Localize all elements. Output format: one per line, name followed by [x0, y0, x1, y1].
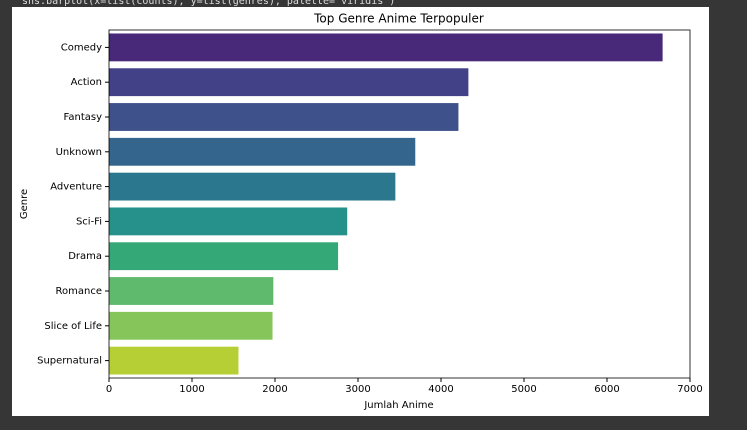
- y-tick-label: Adventure: [50, 182, 102, 193]
- code-line: sns.barplot(x=list(counts), y=list(genre…: [22, 0, 395, 7]
- bar: [109, 172, 396, 201]
- plot-frame: [108, 29, 691, 379]
- y-tick-label: Supernatural: [37, 356, 102, 367]
- y-tick-label: Unknown: [56, 147, 102, 158]
- bar: [109, 68, 469, 97]
- y-tick-label: Drama: [68, 251, 102, 262]
- y-axis-label: Genre: [19, 189, 30, 219]
- bar: [109, 103, 459, 131]
- bar: [109, 207, 348, 236]
- y-tick-label: Fantasy: [64, 112, 103, 123]
- bar: [109, 33, 663, 62]
- bar: [109, 242, 339, 271]
- x-tick-label: 3000: [345, 384, 370, 395]
- chart-title: Top Genre Anime Terpopuler: [313, 12, 484, 26]
- x-tick-label: 7000: [677, 384, 702, 395]
- x-tick-label: 2000: [262, 384, 287, 395]
- x-tick-label: 0: [106, 384, 112, 395]
- bar: [109, 346, 239, 375]
- y-tick-label: Slice of Life: [44, 321, 102, 332]
- y-tick-label: Romance: [56, 286, 102, 297]
- x-tick-label: 4000: [428, 384, 453, 395]
- bar: [109, 277, 274, 305]
- y-tick-label: Action: [71, 77, 102, 88]
- x-axis-label: Jumlah Anime: [363, 400, 433, 411]
- x-tick-label: 5000: [511, 384, 536, 395]
- x-tick-label: 6000: [594, 384, 619, 395]
- y-tick-label: Sci-Fi: [76, 216, 102, 227]
- x-tick-label: 1000: [179, 384, 204, 395]
- bar: [109, 137, 416, 166]
- y-tick-label: Comedy: [61, 42, 102, 53]
- bar: [109, 311, 273, 340]
